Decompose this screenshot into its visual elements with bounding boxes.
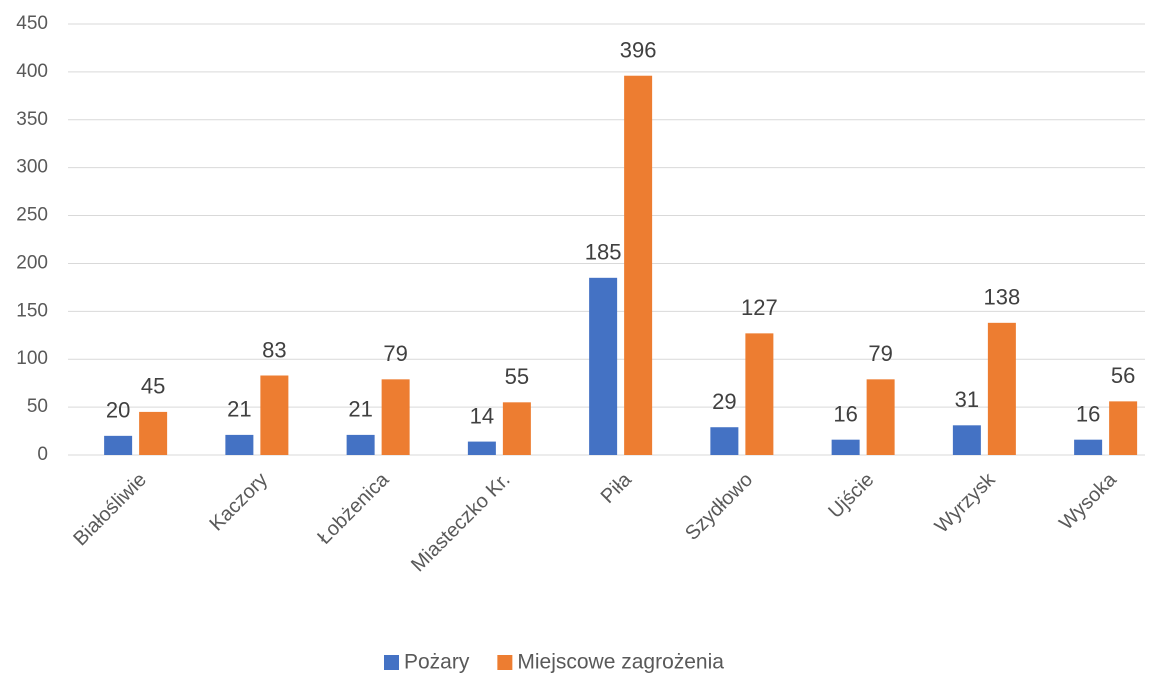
bar xyxy=(1074,439,1103,455)
bar xyxy=(624,75,653,455)
bar xyxy=(225,434,254,455)
y-tick-label: 200 xyxy=(16,252,48,273)
data-label: 56 xyxy=(1111,363,1135,388)
data-label: 16 xyxy=(833,401,857,426)
y-tick-label: 450 xyxy=(16,13,48,34)
y-tick-label: 100 xyxy=(16,348,48,369)
bar xyxy=(467,441,496,455)
x-tick-label: Wyrzysk xyxy=(931,468,1001,538)
x-tick-label: Wysoka xyxy=(1055,468,1121,534)
legend-swatch xyxy=(384,655,399,670)
x-tick-label: Miasteczko Kr. xyxy=(407,469,515,577)
bar xyxy=(1109,401,1138,455)
data-label: 83 xyxy=(262,337,286,362)
legend-label: Pożary xyxy=(404,651,470,674)
x-tick-label: Kaczory xyxy=(206,469,273,536)
data-label: 127 xyxy=(741,295,778,320)
data-label: 138 xyxy=(984,285,1021,310)
data-label: 16 xyxy=(1076,401,1100,426)
bar xyxy=(710,427,739,455)
bar xyxy=(346,434,375,455)
bar xyxy=(987,322,1016,455)
data-label: 29 xyxy=(712,389,736,414)
data-label: 55 xyxy=(505,364,529,389)
data-label: 21 xyxy=(227,397,251,422)
y-tick-label: 0 xyxy=(37,444,48,465)
data-label: 21 xyxy=(348,397,372,422)
x-tick-label: Ujście xyxy=(824,469,878,523)
bar xyxy=(745,333,774,455)
x-tick-label: Białośliwie xyxy=(69,469,151,551)
bar xyxy=(831,439,860,455)
data-label: 185 xyxy=(585,240,622,265)
data-label: 14 xyxy=(470,403,494,428)
data-label: 79 xyxy=(868,341,892,366)
legend-label: Miejscowe zagrożenia xyxy=(517,651,724,674)
x-tick-label: Łobżenica xyxy=(313,468,394,549)
y-tick-label: 350 xyxy=(16,109,48,130)
bar xyxy=(952,425,981,455)
bar xyxy=(502,402,531,455)
y-tick-label: 250 xyxy=(16,205,48,226)
bar xyxy=(866,379,895,455)
legend-swatch xyxy=(497,655,513,670)
bar xyxy=(139,411,168,455)
y-tick-label: 50 xyxy=(27,396,48,417)
x-tick-label: Szydłowo xyxy=(681,469,757,545)
y-tick-label: 300 xyxy=(16,157,48,178)
y-tick-label: 400 xyxy=(16,61,48,82)
data-label: 20 xyxy=(106,398,130,423)
data-label: 31 xyxy=(955,387,979,412)
bar xyxy=(381,379,410,455)
x-tick-label: Piła xyxy=(597,468,637,508)
bar xyxy=(589,277,618,455)
y-tick-label: 150 xyxy=(16,300,48,321)
bar xyxy=(260,375,289,455)
data-label: 396 xyxy=(620,38,657,63)
bar xyxy=(104,435,133,455)
data-label: 79 xyxy=(383,341,407,366)
data-label: 45 xyxy=(141,374,165,399)
